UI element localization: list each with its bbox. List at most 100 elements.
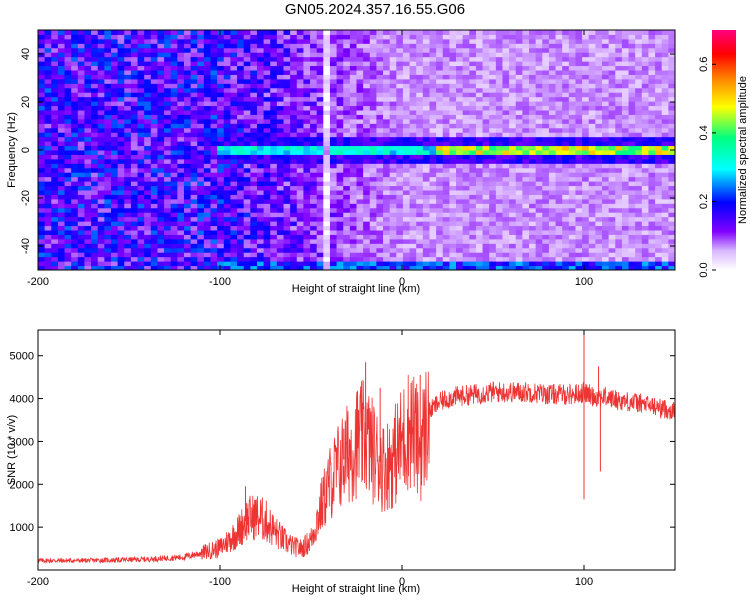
heatmap-cell [177,105,185,111]
heatmap-cell [409,110,417,115]
heatmap-cell [276,225,285,231]
heatmap-cell [515,198,523,204]
heatmap-cell [270,216,278,222]
heatmap-cell [336,256,344,262]
heatmap-cell [456,198,464,204]
heatmap-cell [363,247,371,253]
heatmap-cell [183,203,192,209]
heatmap-cell [97,150,105,155]
heatmap-cell [64,127,72,133]
heatmap-cell [568,167,576,173]
heatmap-cell [548,74,557,80]
heatmap-cell [383,230,391,235]
heatmap-cell [641,163,649,169]
heatmap-cell [469,247,477,253]
heatmap-cell [217,78,225,84]
heatmap-cell [402,87,411,93]
heatmap-cell [177,212,185,218]
heatmap-cell [542,114,550,120]
heatmap-cell [615,221,623,227]
heatmap-cell [615,234,623,240]
heatmap-cell [456,123,464,129]
heatmap-cell [608,110,616,115]
heatmap-cell [210,243,218,249]
heatmap-cell [197,118,205,124]
heatmap-cell [276,207,285,213]
heatmap-cell [137,230,145,235]
heatmap-cell [203,78,212,84]
heatmap-cell [608,207,616,213]
heatmap-cell [641,225,649,231]
heatmap-cell [303,56,311,62]
heatmap-cell [329,118,338,124]
heatmap-cell [462,207,470,213]
heatmap-cell [150,185,158,191]
heatmap-cell [602,221,610,227]
heatmap-cell [621,190,630,195]
heatmap-cell [144,47,152,53]
heatmap-cell [442,43,450,49]
heatmap-cell [635,216,643,222]
heatmap-cell [349,61,357,67]
heatmap-cell [250,136,258,142]
heatmap-cell [495,181,503,187]
heatmap-cell [57,136,66,142]
heatmap-cell [376,30,384,35]
heatmap-cell [548,145,557,151]
heatmap-cell [595,234,603,240]
heatmap-cell [57,96,66,102]
heatmap-cell [402,158,411,164]
heatmap-cell [104,105,112,111]
heatmap-cell [436,181,444,187]
heatmap-cell [522,181,530,187]
heatmap-cell [104,265,112,270]
heatmap-cell [164,238,172,244]
heatmap-cell [628,207,636,213]
heatmap-cell [177,225,185,231]
heatmap-cell [621,212,630,218]
heatmap-cell [422,38,430,44]
heatmap-cell [529,30,537,35]
heatmap-cell [402,203,411,209]
heatmap-cell [237,127,245,133]
heatmap-cell [555,56,563,62]
heatmap-cell [582,34,590,40]
heatmap-cell [38,56,46,62]
heatmap-cell [91,190,99,195]
heatmap-cell [349,118,357,124]
heatmap-cell [575,207,583,213]
heatmap-cell [436,221,444,227]
heatmap-cell [369,92,377,98]
heatmap-cell [203,127,212,133]
heatmap-cell [263,154,271,160]
heatmap-cell [542,132,550,138]
heatmap-cell [91,52,99,58]
heatmap-cell [164,87,172,93]
heatmap-cell [177,150,185,155]
heatmap-cell [150,181,158,187]
heatmap-cell [456,105,464,111]
heatmap-cell [230,167,238,173]
heatmap-cell [124,118,132,124]
heatmap-cell [310,243,318,249]
heatmap-cell [64,110,72,115]
heatmap-cell [396,261,404,267]
heatmap-cell [489,247,497,253]
heatmap-cell [475,87,484,93]
heatmap-cell [568,118,576,124]
heatmap-cell [482,136,490,142]
heatmap-cell [303,123,311,129]
heatmap-cell [110,234,119,240]
heatmap-cell [548,212,557,218]
heatmap-cell [376,65,384,71]
heatmap-cell [150,127,158,133]
heatmap-cell [124,238,132,244]
heatmap-cell [203,83,212,89]
heatmap-cell [104,110,112,115]
heatmap-cell [290,154,298,160]
heatmap-cell [164,78,172,84]
heatmap-cell [237,212,245,218]
heatmap-cell [110,238,119,244]
heatmap-cell [608,225,616,231]
heatmap-cell [442,181,450,187]
